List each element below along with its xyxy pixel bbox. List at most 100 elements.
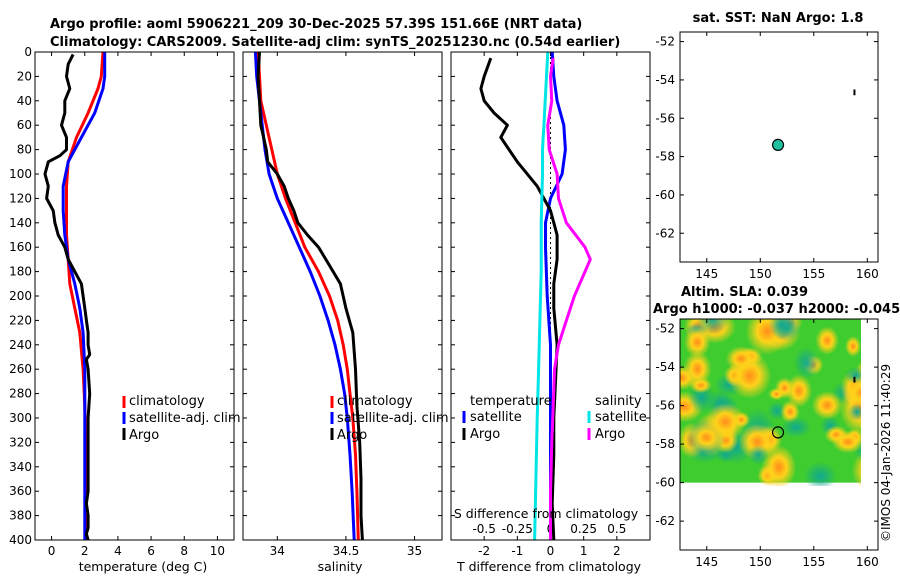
imos-credit: ©IMOS 04-Jan-2026 11:40:29 — [879, 364, 893, 542]
difference-top-xlabel: S difference from climatology — [454, 506, 639, 521]
y-tick-label: 240 — [9, 338, 32, 352]
sla-low-blob — [772, 319, 802, 342]
y-tick-label: -54 — [655, 360, 675, 374]
legend-t-satellite: satellite — [470, 410, 522, 425]
y-tick-label: 380 — [9, 509, 32, 523]
series-s-satellite — [533, 51, 550, 541]
x-tick-label: 160 — [856, 267, 879, 281]
temperature-xlabel: temperature (deg C) — [79, 559, 208, 574]
y-tick-label: -62 — [655, 514, 675, 528]
y-tick-label: -62 — [655, 226, 675, 240]
header-line-1: Argo profile: aoml 5906221_209 30-Dec-20… — [50, 17, 582, 32]
sla-low-blob — [847, 402, 861, 422]
x-tick-label: 35 — [407, 544, 422, 558]
y-tick-label: 220 — [9, 313, 32, 327]
sla-high-blob — [732, 411, 751, 428]
x-tick-label: 10 — [210, 544, 225, 558]
y-tick-label: -52 — [655, 35, 675, 49]
difference-panel: -2 -1 0 1 2-0.5 -0.25 0 0.25 0.5 — [450, 51, 651, 558]
y-tick-label: 20 — [17, 69, 32, 83]
temperature-panel: 0204060801001201401601802002202402602803… — [9, 45, 235, 558]
map-frame — [679, 318, 879, 551]
x-tick-label: 4 — [114, 544, 122, 558]
legend-climatology: climatology — [337, 394, 413, 409]
y-tick-label: 60 — [17, 118, 32, 132]
series-argo — [256, 51, 364, 541]
y-tick-label: -60 — [655, 476, 675, 490]
legend-argo: Argo — [337, 428, 367, 443]
legend-satellite: satellite-adj. clim — [337, 411, 449, 426]
top-x-tick-label: 0.25 — [570, 522, 597, 536]
sla-high-blob — [845, 335, 861, 357]
x-tick-label: 34.5 — [333, 544, 360, 558]
plot-frame — [242, 51, 443, 541]
y-tick-label: 400 — [9, 533, 32, 547]
legend-s-satellite: satellite — [595, 410, 647, 425]
y-tick-label: -60 — [655, 188, 675, 202]
x-tick-label: 150 — [749, 267, 772, 281]
legend-t-argo: Argo — [470, 427, 500, 442]
y-tick-label: -52 — [655, 322, 675, 336]
legend-s-title: salinity — [595, 394, 642, 409]
header-line-2: Climatology: CARS2009. Satellite-adj cli… — [50, 35, 620, 50]
salinity-panel: 34 34.5 35 — [242, 51, 443, 558]
x-tick-label: 8 — [180, 544, 188, 558]
legend-climatology: climatology — [129, 394, 205, 409]
x-tick-label: -1 — [511, 544, 523, 558]
x-tick-label: 6 — [147, 544, 155, 558]
x-tick-label: 0 — [547, 544, 555, 558]
salinity-legend: climatology satellite-adj. clim Argo — [330, 394, 449, 443]
x-tick-label: 2 — [81, 544, 89, 558]
top-x-tick-label: -0.25 — [502, 522, 533, 536]
y-tick-label: 320 — [9, 435, 32, 449]
legend-satellite: satellite-adj. clim — [129, 411, 241, 426]
sla-heatmap — [680, 319, 861, 486]
y-tick-label: 360 — [9, 484, 32, 498]
sla-low-blob — [803, 461, 837, 486]
y-tick-label: 120 — [9, 191, 32, 205]
series-argo — [43, 53, 92, 541]
top-x-tick-label: -0.5 — [472, 522, 495, 536]
sla-map-panel: -62 -60 -58 -56 -54 -52 145 150 155 160 — [655, 318, 879, 569]
y-tick-label: 340 — [9, 460, 32, 474]
y-tick-label: 180 — [9, 265, 32, 279]
sst-map-panel: -62 -60 -58 -56 -54 -52 145 150 155 160 — [655, 31, 879, 281]
y-tick-label: 160 — [9, 240, 32, 254]
sla-no-data — [680, 486, 861, 554]
sla-map-subtitle: Argo h1000: -0.037 h2000: -0.045 — [653, 302, 900, 317]
y-tick-label: 80 — [17, 143, 32, 157]
sla-high-blob — [725, 346, 757, 372]
y-tick-label: 140 — [9, 216, 32, 230]
difference-legend: temperature satellite Argo salinity sate… — [462, 394, 647, 442]
sla-high-blob — [683, 326, 711, 358]
sla-high-blob — [851, 452, 861, 486]
series-climatology — [256, 51, 360, 541]
difference-xlabel: T difference from climatology — [456, 559, 642, 574]
sla-low-blob — [747, 444, 769, 465]
legend-t-title: temperature — [470, 394, 552, 409]
x-tick-label: 145 — [695, 267, 718, 281]
y-tick-label: 300 — [9, 411, 32, 425]
y-tick-label: -56 — [655, 111, 675, 125]
sla-low-blob — [844, 366, 861, 384]
series-t-satellite — [544, 51, 567, 540]
sla-map-title: Altim. SLA: 0.039 — [681, 285, 808, 300]
salinity-xlabel: salinity — [318, 559, 363, 574]
x-tick-label: -2 — [478, 544, 490, 558]
x-tick-label: 145 — [695, 555, 718, 569]
y-tick-label: -58 — [655, 437, 675, 451]
x-tick-label: 34 — [270, 544, 285, 558]
y-tick-label: 200 — [9, 289, 32, 303]
plot-frame — [450, 51, 651, 541]
x-tick-label: 160 — [856, 555, 879, 569]
y-tick-label: 40 — [17, 94, 32, 108]
top-x-tick-label: 0.5 — [607, 522, 626, 536]
y-tick-label: 0 — [24, 45, 32, 59]
legend-s-argo: Argo — [595, 427, 625, 442]
sla-high-blob — [690, 423, 723, 452]
plot-frame — [34, 51, 235, 541]
map-frame — [679, 31, 879, 263]
sla-high-blob — [815, 326, 839, 355]
sla-low-blob — [793, 346, 820, 379]
